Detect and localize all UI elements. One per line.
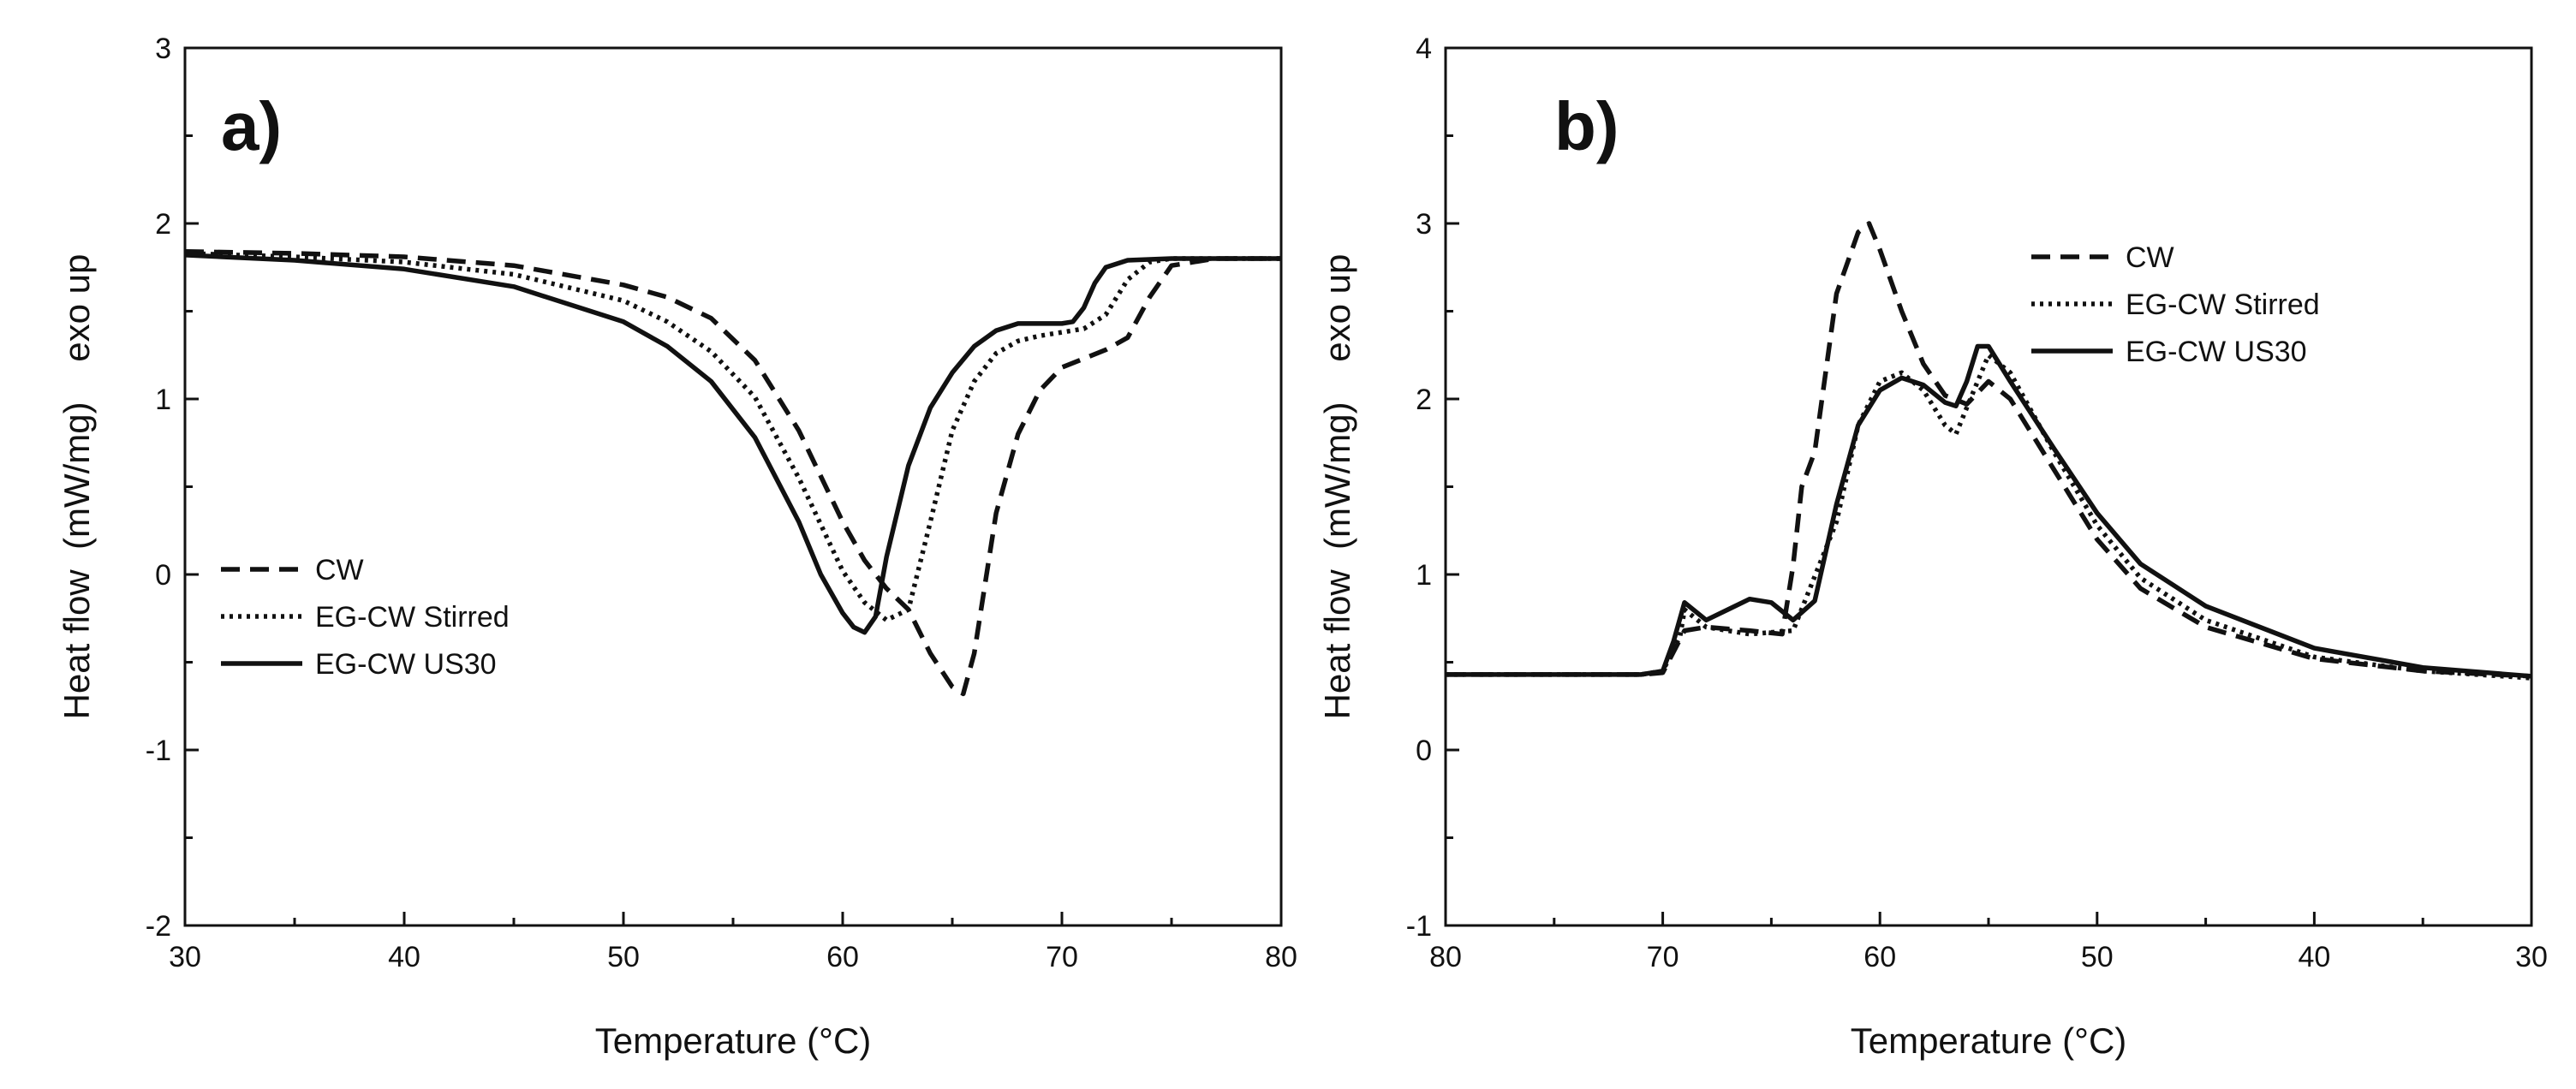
x-tick-label: 80 — [1429, 941, 1462, 973]
y-tick-label: 4 — [1416, 33, 1432, 65]
series-line-eg-cw-us30 — [185, 253, 1281, 635]
y-tick-label: 2 — [155, 208, 171, 241]
y-tick-label: 0 — [1416, 735, 1432, 767]
legend-label: EG-CW US30 — [315, 648, 497, 681]
y-tick-label: 3 — [155, 33, 171, 65]
x-tick-label: 40 — [388, 941, 420, 973]
x-tick-label: 70 — [1647, 941, 1679, 973]
x-tick-label: 30 — [2515, 941, 2548, 973]
y-tick-label: -1 — [1406, 910, 1432, 943]
x-tick-label: 60 — [826, 941, 859, 973]
x-tick-label: 50 — [607, 941, 640, 973]
panel-b-label: b) — [1554, 88, 1619, 164]
legend-label: CW — [2126, 241, 2174, 274]
y-axis-title: Heat flow (mW/mg) exo up — [1317, 254, 1357, 720]
panel-b: b) 80 70 60 50 40 30 -1 0 1 2 3 4 Temperature (°C) He… — [1317, 33, 2548, 1061]
x-tick-label: 80 — [1265, 941, 1297, 973]
y-tick-label: 1 — [1416, 559, 1432, 592]
x-axis-title: Temperature (°C) — [595, 1021, 872, 1061]
series-line-eg-cw-us30 — [1446, 343, 2531, 679]
series-line-cw — [185, 249, 1281, 697]
y-tick-label: -1 — [146, 735, 171, 767]
y-axis-title: Heat flow (mW/mg) exo up — [57, 254, 97, 720]
legend-label: CW — [315, 554, 364, 586]
series-line-eg-cw-stirred — [185, 251, 1281, 623]
series-line-eg-cw-stirred — [1446, 353, 2531, 681]
y-tick-label: 0 — [155, 559, 171, 592]
series-line-cw — [1446, 221, 2531, 679]
y-tick-label: 3 — [1416, 208, 1432, 241]
y-tick-label: 1 — [155, 384, 171, 416]
y-tick-label: -2 — [146, 910, 171, 943]
panel-a-label: a) — [221, 88, 282, 164]
x-axis-title: Temperature (°C) — [1851, 1021, 2127, 1061]
x-tick-label: 30 — [169, 941, 201, 973]
x-tick-label: 60 — [1863, 941, 1896, 973]
panel-a: a) 30 40 50 60 70 80 -2 -1 0 1 2 3 Temperature (°C) H… — [57, 33, 1297, 1061]
y-tick-label: 2 — [1416, 384, 1432, 416]
plot-frame — [183, 46, 1283, 927]
x-tick-label: 70 — [1046, 941, 1078, 973]
x-tick-label: 40 — [2298, 941, 2330, 973]
plot-frame — [1444, 46, 2533, 927]
x-tick-label: 50 — [2081, 941, 2114, 973]
legend-label: EG-CW Stirred — [2126, 289, 2320, 321]
legend-label: EG-CW Stirred — [315, 601, 510, 634]
legend-label: EG-CW US30 — [2126, 336, 2307, 368]
